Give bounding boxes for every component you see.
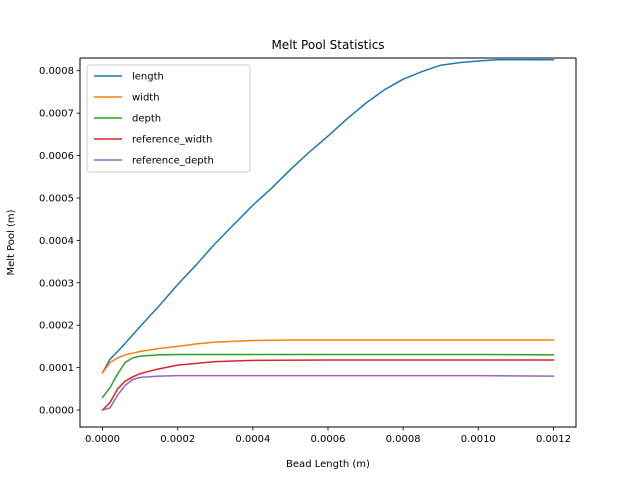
- x-tick-label: 0.0002: [160, 434, 195, 445]
- y-tick-label: 0.0005: [39, 193, 74, 204]
- y-tick-label: 0.0004: [39, 236, 74, 247]
- legend-label-depth: depth: [132, 114, 161, 125]
- x-tick-label: 0.0012: [536, 434, 571, 445]
- series-layer: [101, 58, 555, 412]
- legend-label-reference-depth: reference_depth: [132, 156, 214, 167]
- x-tick-label: 0.0010: [461, 434, 496, 445]
- legend-label-width: width: [132, 93, 160, 104]
- legend: length width depth reference_width reference…: [86, 64, 251, 173]
- series-line-width: [101, 339, 555, 374]
- x-tick-label: 0.0006: [311, 434, 346, 445]
- legend-label-reference-width: reference_width: [132, 135, 212, 146]
- chart-title: Melt Pool Statistics: [271, 38, 384, 52]
- x-tick-label: 0.0004: [235, 434, 270, 445]
- y-tick-label: 0.0008: [39, 66, 74, 77]
- x-axis-label: Bead Length (m): [286, 459, 370, 470]
- y-tick-label: 0.0002: [39, 321, 74, 332]
- x-tick-label: 0.0008: [386, 434, 421, 445]
- series-line-reference-width: [101, 359, 555, 412]
- legend-label-length: length: [132, 72, 164, 83]
- legend-entries: length width depth reference_width reference…: [94, 72, 214, 167]
- x-axis-ticks: 0.0000 0.0002 0.0004 0.0006 0.0008 0.0010 0.00…: [85, 427, 571, 445]
- x-tick-label: 0.0000: [85, 434, 120, 445]
- y-axis-label: Melt Pool (m): [6, 209, 17, 275]
- y-axis-ticks: 0.0000 0.0001 0.0002 0.0003 0.0004 0.0005 0.00…: [39, 66, 80, 417]
- plot-area: [79, 57, 577, 428]
- y-tick-label: 0.0006: [39, 151, 74, 162]
- y-tick-label: 0.0000: [39, 406, 74, 417]
- series-line-reference-depth: [101, 374, 555, 411]
- y-tick-label: 0.0001: [39, 363, 74, 374]
- series-line-depth: [101, 353, 555, 399]
- y-tick-label: 0.0007: [39, 109, 74, 120]
- series-line-length: [101, 58, 555, 374]
- legend-box: [86, 64, 251, 173]
- y-tick-label: 0.0003: [39, 278, 74, 289]
